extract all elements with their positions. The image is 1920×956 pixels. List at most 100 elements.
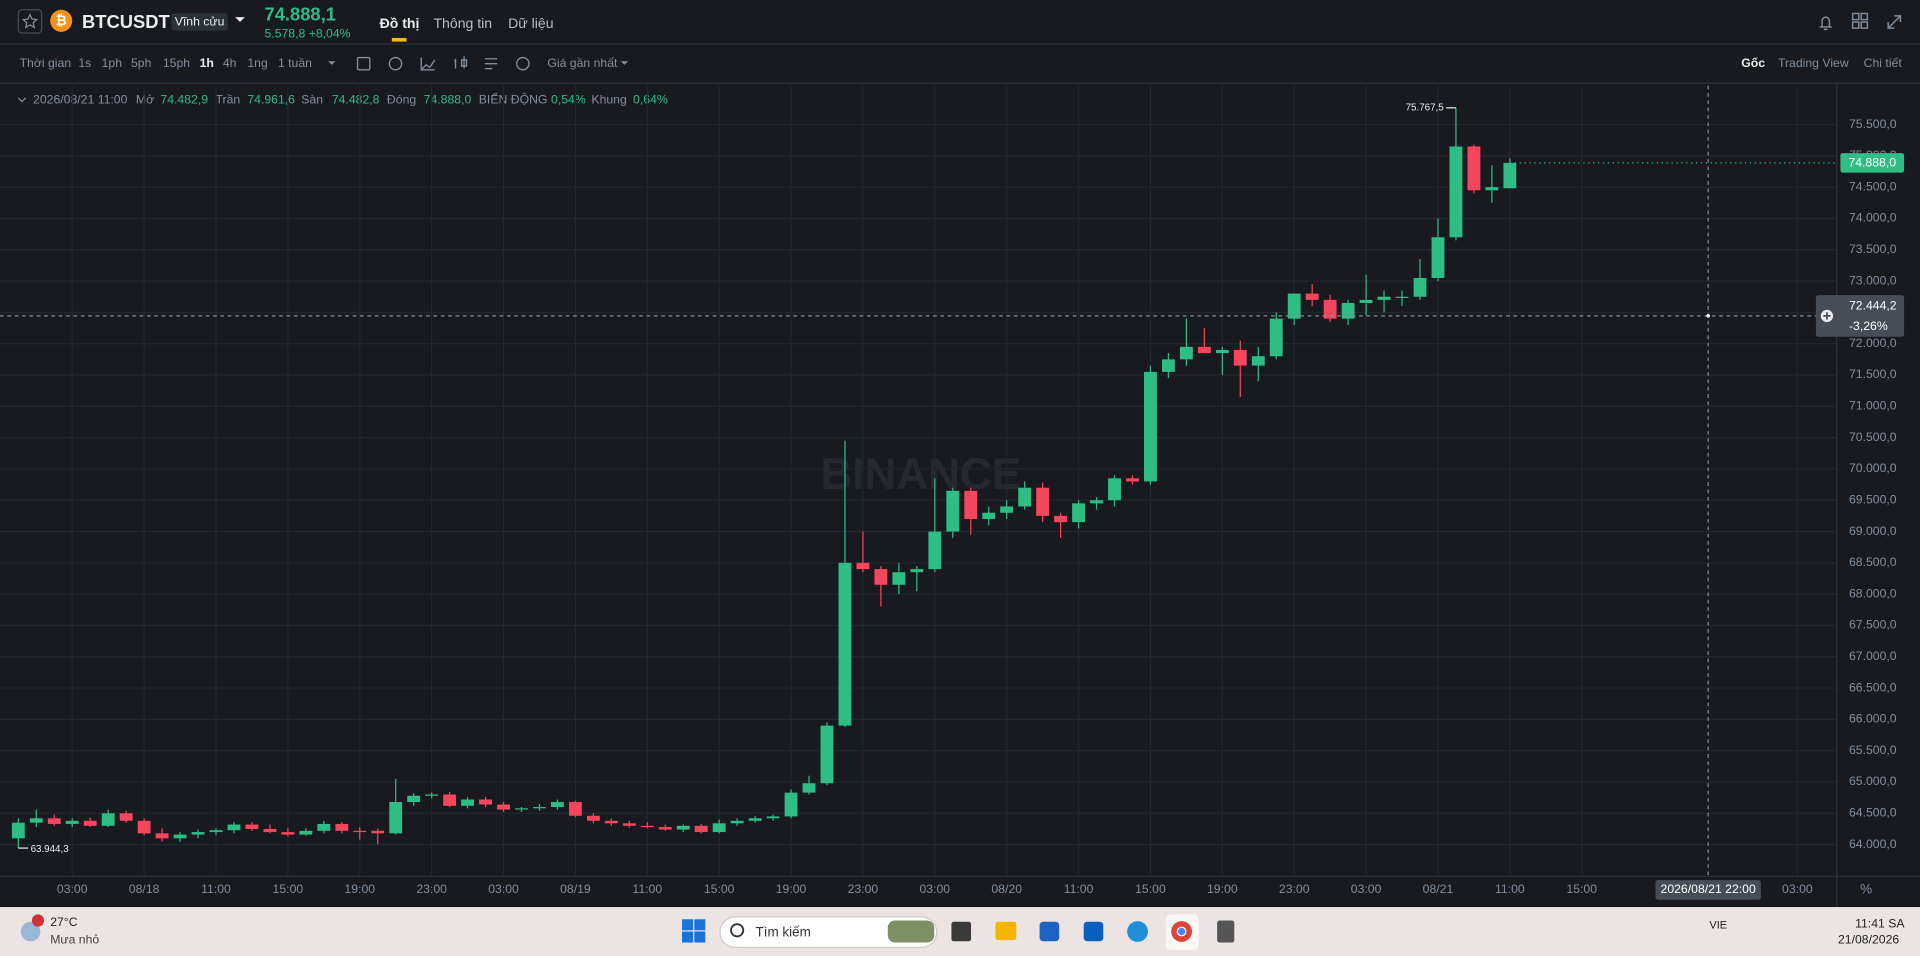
watermark: BINANCE <box>820 450 1021 499</box>
y-tick-label: 68.000,0 <box>1849 586 1897 600</box>
candle-body <box>910 569 924 573</box>
candle-body <box>11 822 25 839</box>
candle-body <box>263 828 277 833</box>
bell-icon[interactable] <box>1819 16 1832 31</box>
info-value: 74.888,0 <box>424 93 472 107</box>
candle-body <box>856 562 870 570</box>
candle-body <box>1161 359 1175 372</box>
interval-button[interactable]: 1ph <box>102 56 123 70</box>
percent-toggle[interactable]: % <box>1860 881 1872 896</box>
app-icon[interactable] <box>1217 920 1235 943</box>
expand-icon[interactable] <box>1887 15 1902 29</box>
symbol[interactable]: BTCUSDT <box>82 11 171 32</box>
candle-body <box>533 807 546 809</box>
settings-icon[interactable] <box>484 58 498 70</box>
favorite-button[interactable] <box>17 9 43 34</box>
layout-icon <box>1860 12 1869 21</box>
candle-body <box>1431 237 1445 278</box>
y-tick-label: 69.000,0 <box>1849 524 1897 538</box>
candle-body <box>820 725 834 784</box>
clock-time[interactable]: 11:41 SA <box>1855 916 1905 930</box>
candle-body <box>964 490 978 520</box>
candle-body <box>928 531 942 570</box>
view-button[interactable]: Gốc <box>1741 56 1765 70</box>
chart-type-icon[interactable] <box>420 57 436 71</box>
app-icon[interactable] <box>995 921 1017 941</box>
candle-body <box>694 825 708 833</box>
candle-body <box>676 825 690 830</box>
candle-body <box>101 813 115 826</box>
interval-button[interactable]: 1 tuần <box>278 56 312 70</box>
candle-body <box>371 830 385 834</box>
x-tick-label: 03:00 <box>919 882 950 896</box>
search-box[interactable] <box>719 916 938 949</box>
x-tick-label: 15:00 <box>1135 882 1166 896</box>
info-value: 74.961,6 <box>247 93 295 107</box>
y-tick-label: 70.500,0 <box>1849 430 1897 444</box>
weather-icon[interactable] <box>20 921 41 942</box>
price-type[interactable]: Giá gần nhất <box>547 56 618 70</box>
info-label: Mở <box>136 93 154 107</box>
plus-icon <box>1823 312 1831 320</box>
contract: Vĩnh cửu <box>175 14 225 28</box>
y-tick-label: 70.000,0 <box>1849 461 1897 475</box>
candle-body <box>1197 346 1211 354</box>
y-tick-label: 74.000,0 <box>1849 211 1897 225</box>
candle-body <box>353 830 367 833</box>
candle-body <box>281 832 295 835</box>
candle-body <box>766 816 780 819</box>
tab[interactable]: Thông tin <box>433 15 492 31</box>
depth-icon[interactable] <box>516 56 530 71</box>
candle-body <box>407 795 421 803</box>
layout-icon <box>1860 21 1869 29</box>
view-button[interactable]: Chi tiết <box>1864 56 1903 70</box>
interval-button[interactable]: 4h <box>223 56 237 70</box>
y-tick-label: 64.000,0 <box>1849 837 1897 851</box>
app-icon[interactable] <box>1127 921 1148 942</box>
x-tick-label: 23:00 <box>416 882 447 896</box>
candle-body <box>29 818 43 823</box>
calendar-icon[interactable] <box>356 56 371 71</box>
candle-body <box>119 813 133 821</box>
x-tick-label: 15:00 <box>1566 882 1597 896</box>
interval-button[interactable]: 1ng <box>247 56 268 70</box>
x-tick-label: 11:00 <box>201 882 231 896</box>
search-icon <box>730 923 745 938</box>
candle-body <box>1179 346 1193 360</box>
collapse-icon[interactable] <box>17 97 27 103</box>
interval-button[interactable]: 1s <box>78 56 91 70</box>
layout-icon[interactable] <box>1851 12 1860 21</box>
indicator-icon[interactable] <box>388 56 403 71</box>
info-label: Sàn <box>301 93 323 107</box>
candle-body <box>622 823 636 826</box>
tab[interactable]: Dữ liệu <box>508 15 553 31</box>
interval-button[interactable]: 15ph <box>163 56 190 70</box>
candle-icon[interactable] <box>454 56 468 69</box>
app-icon[interactable] <box>1083 921 1104 942</box>
app-icon[interactable] <box>951 921 972 942</box>
info-value: 0,64% <box>633 93 668 107</box>
clock-date: 21/08/2026 <box>1838 932 1899 946</box>
star-icon <box>21 13 39 29</box>
symbol-dropdown[interactable] <box>235 17 245 23</box>
candle-body <box>245 824 259 829</box>
crosshair-point <box>1706 314 1710 318</box>
btc-symbol: ₿ <box>56 13 67 28</box>
candle-body <box>1485 187 1499 191</box>
candle-body <box>1215 349 1229 354</box>
tab[interactable]: Đồ thị <box>380 15 420 31</box>
view-button[interactable]: Trading View <box>1778 56 1849 70</box>
candle-body <box>874 569 888 585</box>
x-tick-label: 03:00 <box>488 882 519 896</box>
interval-button[interactable]: 1h <box>200 56 214 70</box>
candle-body <box>640 825 654 828</box>
language[interactable]: VIE <box>1709 919 1727 931</box>
candle-body <box>604 820 618 824</box>
notification-badge <box>31 914 45 927</box>
start-button[interactable] <box>682 919 706 943</box>
y-tick-label: 71.500,0 <box>1849 367 1897 381</box>
price-change: 5.578,8 +8,04% <box>264 27 350 41</box>
candle-body <box>209 830 223 833</box>
app-icon[interactable] <box>1039 921 1060 942</box>
interval-button[interactable]: 5ph <box>131 56 152 70</box>
